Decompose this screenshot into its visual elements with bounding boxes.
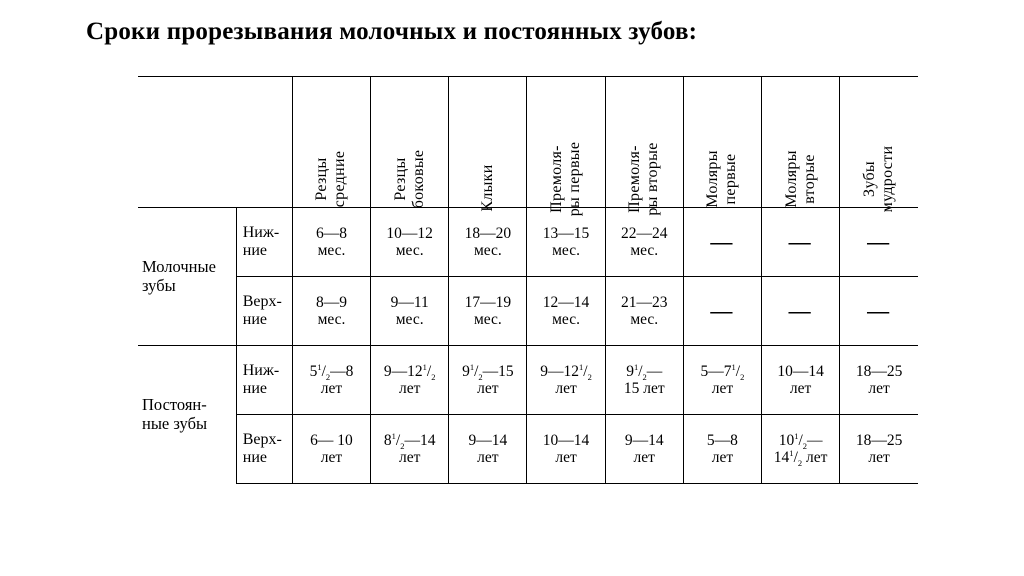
data-cell: — — [683, 277, 761, 346]
data-cell: 21—23мес. — [605, 277, 683, 346]
data-cell: 12—14мес. — [527, 277, 605, 346]
table-row: Верх-ние 8—9мес. 9—11мес. 17—19мес. 12—1… — [138, 277, 918, 346]
col-header: Молярывторые — [762, 77, 840, 208]
col-header-label: Молярыпервые — [704, 150, 740, 208]
row-label: Ниж-ние — [236, 208, 292, 277]
data-cell: 5—71/2лет — [683, 346, 761, 415]
data-cell: 18—20мес. — [449, 208, 527, 277]
col-header-label: Клыки — [479, 164, 497, 211]
data-cell: — — [762, 208, 840, 277]
table-row: Верх-ние 6— 10лет 81/2—14лет 9—14лет 10—… — [138, 415, 918, 484]
data-cell: 81/2—14лет — [371, 415, 449, 484]
data-cell: 18—25лет — [840, 415, 918, 484]
data-cell: 18—25лет — [840, 346, 918, 415]
data-cell: 22—24мес. — [605, 208, 683, 277]
data-cell: 101/2—141/2 лет — [762, 415, 840, 484]
header-blank — [138, 77, 292, 208]
data-cell: — — [762, 277, 840, 346]
data-cell: 6—8мес. — [292, 208, 370, 277]
table-row: Молочныезубы Ниж-ние 6—8мес. 10—12мес. 1… — [138, 208, 918, 277]
col-header: Клыки — [449, 77, 527, 208]
col-header: Премоля-ры вторые — [605, 77, 683, 208]
col-header-label: Резцыбоковые — [392, 150, 428, 209]
eruption-table: Резцысредние Резцыбоковые Клыки Премоля-… — [138, 76, 918, 484]
col-header-label: Зубымудрости — [861, 146, 897, 213]
page: Сроки прорезывания молочных и постоянных… — [0, 0, 1024, 576]
data-cell: 10—14лет — [527, 415, 605, 484]
col-header-label: Резцысредние — [313, 151, 349, 207]
group-label: Молочныезубы — [138, 208, 236, 346]
col-header: Зубымудрости — [840, 77, 918, 208]
data-cell: 9—14лет — [605, 415, 683, 484]
col-header: Резцысредние — [292, 77, 370, 208]
data-cell: — — [840, 208, 918, 277]
row-label: Ниж-ние — [236, 346, 292, 415]
data-cell: — — [840, 277, 918, 346]
data-cell: 5—8лет — [683, 415, 761, 484]
eruption-table-container: Резцысредние Резцыбоковые Клыки Премоля-… — [138, 76, 918, 484]
data-cell: — — [683, 208, 761, 277]
data-cell: 9—121/2лет — [527, 346, 605, 415]
col-header: Молярыпервые — [683, 77, 761, 208]
data-cell: 9—14лет — [449, 415, 527, 484]
data-cell: 51/2—8лет — [292, 346, 370, 415]
data-cell: 91/2—15лет — [449, 346, 527, 415]
col-header-label: Премоля-ры вторые — [626, 142, 662, 215]
col-header-label: Премоля-ры первые — [548, 142, 584, 217]
row-label: Верх-ние — [236, 415, 292, 484]
table-header-row: Резцысредние Резцыбоковые Клыки Премоля-… — [138, 77, 918, 208]
data-cell: 9—121/2лет — [371, 346, 449, 415]
row-label: Верх-ние — [236, 277, 292, 346]
page-title: Сроки прорезывания молочных и постоянных… — [86, 18, 1024, 46]
data-cell: 8—9мес. — [292, 277, 370, 346]
col-header: Премоля-ры первые — [527, 77, 605, 208]
data-cell: 6— 10лет — [292, 415, 370, 484]
col-header-label: Молярывторые — [783, 150, 819, 208]
data-cell: 10—12мес. — [371, 208, 449, 277]
data-cell: 91/2—15 лет — [605, 346, 683, 415]
table-row: Постоян-ные зубы Ниж-ние 51/2—8лет 9—121… — [138, 346, 918, 415]
data-cell: 10—14лет — [762, 346, 840, 415]
data-cell: 13—15мес. — [527, 208, 605, 277]
col-header: Резцыбоковые — [371, 77, 449, 208]
group-label: Постоян-ные зубы — [138, 346, 236, 484]
data-cell: 17—19мес. — [449, 277, 527, 346]
data-cell: 9—11мес. — [371, 277, 449, 346]
